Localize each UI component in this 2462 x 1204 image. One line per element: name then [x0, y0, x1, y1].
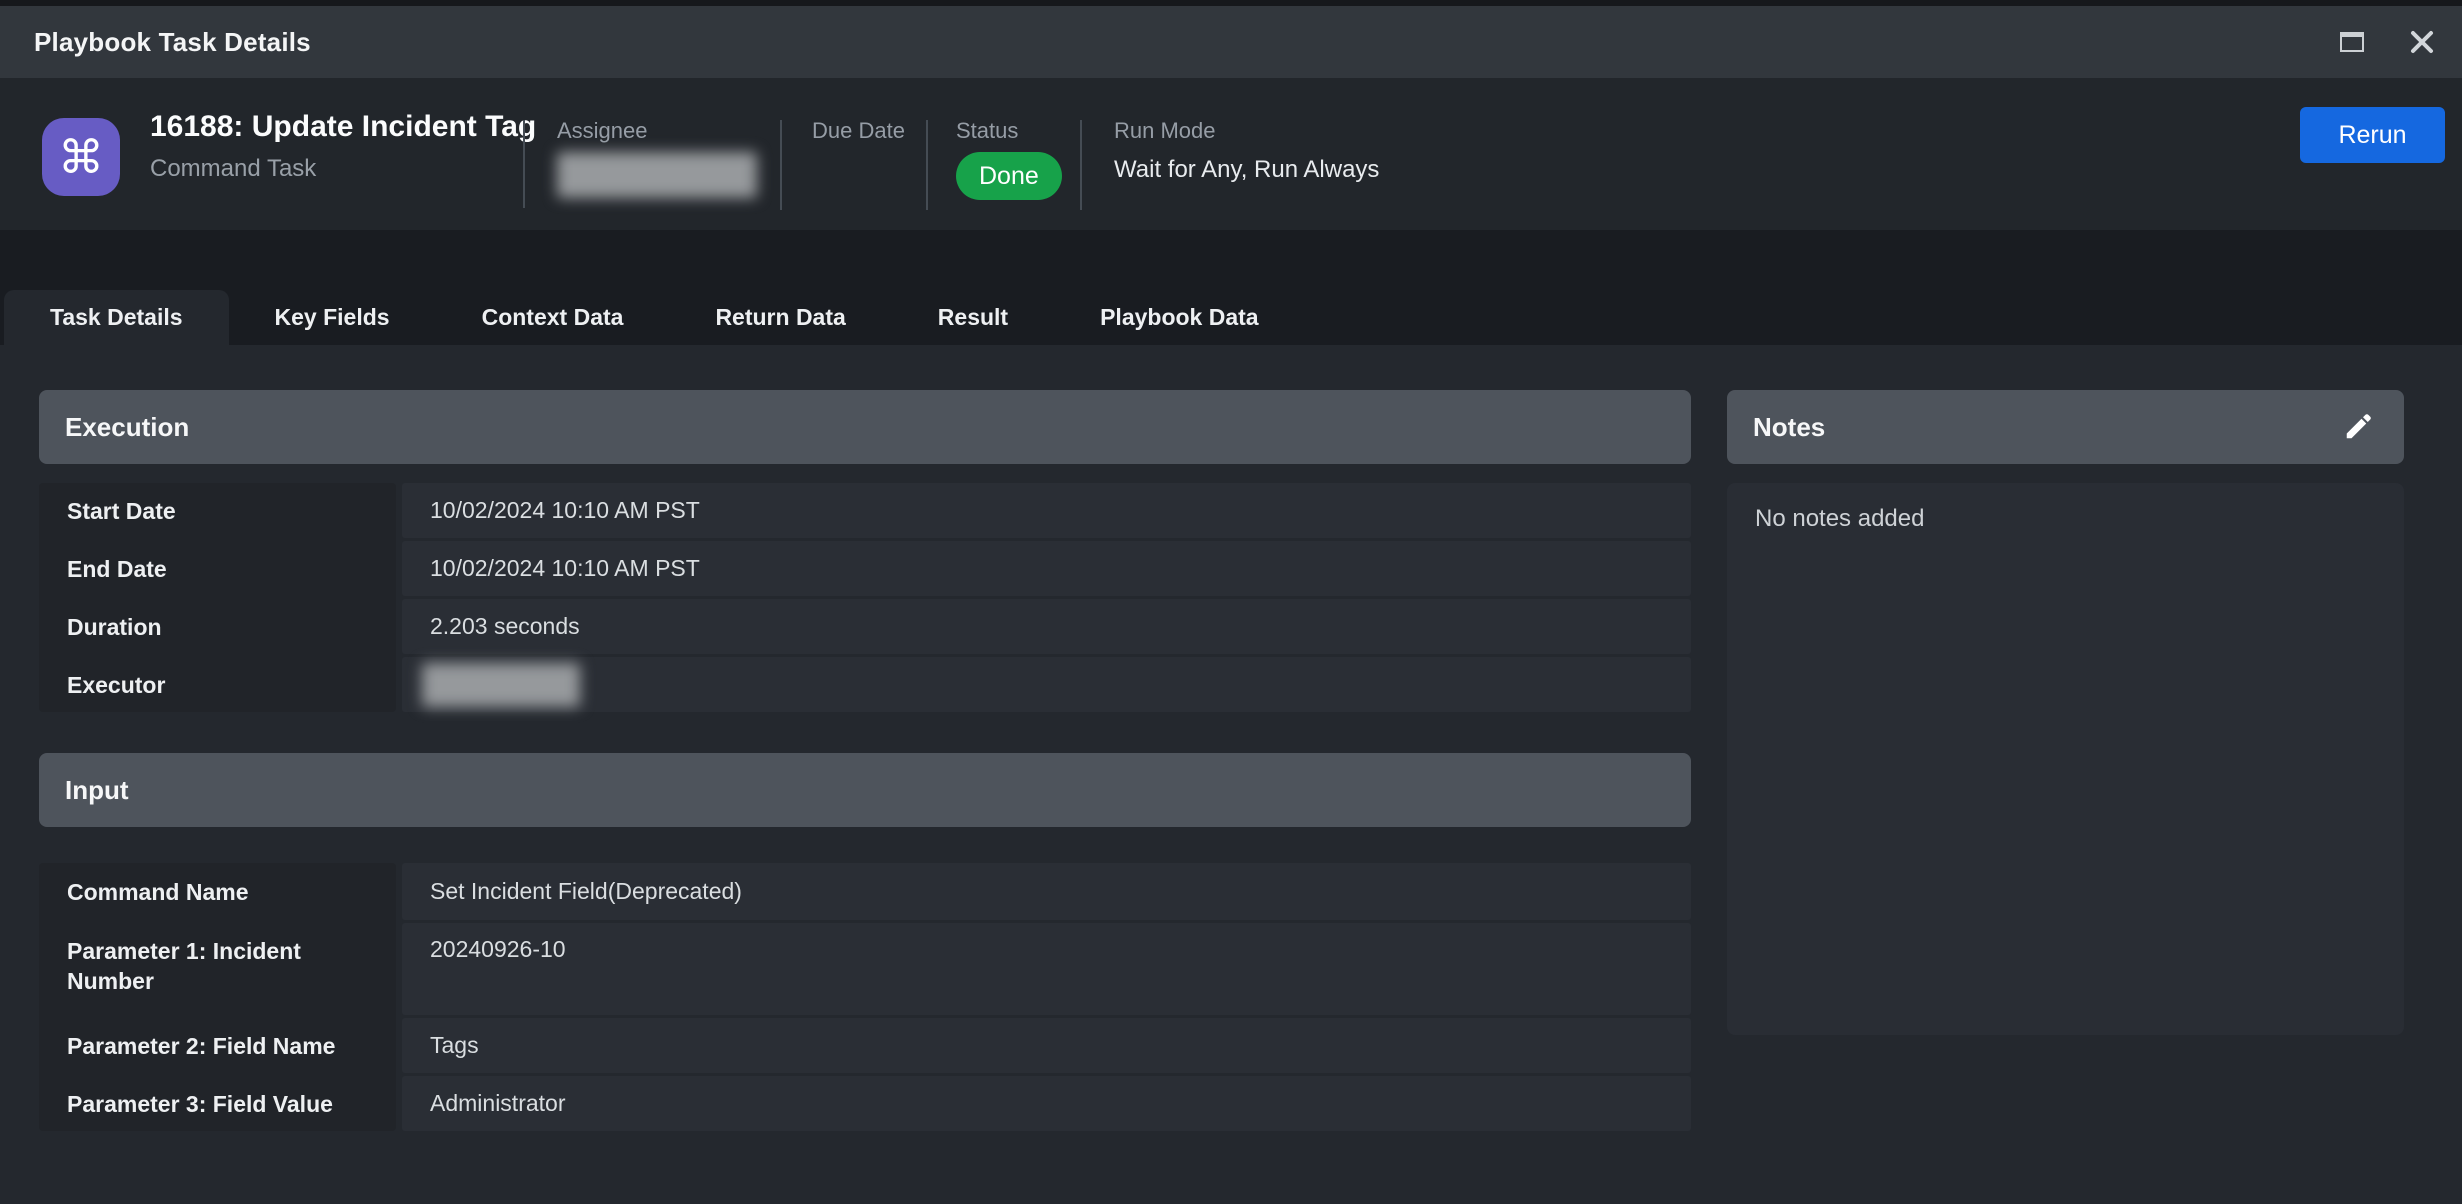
executor-value-redacted	[422, 662, 580, 707]
label-column	[39, 483, 396, 712]
assignee-field: Assignee	[557, 118, 780, 210]
row-value: Administrator	[402, 1076, 1691, 1131]
row-value: 20240926-10	[402, 923, 1691, 1015]
task-header: ⌘ 16188: Update Incident Tag Command Tas…	[0, 78, 2462, 230]
row-label: End Date	[67, 555, 167, 582]
tab-playbook-data[interactable]: Playbook Data	[1100, 304, 1259, 330]
due-date-label: Due Date	[812, 118, 905, 143]
window-title: Playbook Task Details	[34, 26, 311, 57]
row-label: Duration	[67, 613, 162, 640]
status-badge: Done	[956, 152, 1062, 200]
status-label: Status	[956, 118, 1019, 143]
task-details-panel: Execution Start Date 10/02/2024 10:10 AM…	[0, 345, 2462, 1204]
label-column	[39, 863, 396, 1131]
row-label: Parameter 3: Field Value	[67, 1090, 333, 1117]
input-title: Input	[65, 774, 129, 805]
tab-task-details[interactable]: Task Details	[4, 290, 229, 345]
maximize-icon	[2340, 32, 2364, 52]
row-value: Tags	[402, 1018, 1691, 1073]
run-mode-value: Wait for Any, Run Always	[1114, 156, 1380, 183]
input-section-header: Input	[39, 753, 1691, 827]
close-icon	[2411, 31, 2433, 53]
execution-title: Execution	[65, 411, 190, 442]
due-date-field: Due Date	[782, 118, 926, 210]
status-field: Status Done	[928, 118, 1080, 210]
pencil-icon	[2346, 414, 2371, 439]
tab-result[interactable]: Result	[937, 304, 1009, 330]
divider	[926, 120, 928, 210]
row-label: Start Date	[67, 497, 176, 524]
row-value	[402, 657, 1691, 712]
tab-key-fields[interactable]: Key Fields	[274, 304, 390, 330]
execution-section-header: Execution	[39, 390, 1691, 464]
row-label: Parameter 2: Field Name	[67, 1032, 336, 1059]
divider	[1080, 120, 1082, 210]
task-title: 16188: Update Incident Tag	[150, 110, 537, 143]
assignee-label: Assignee	[557, 118, 648, 143]
tab-context-data[interactable]: Context Data	[481, 304, 624, 330]
window-controls	[2330, 6, 2444, 78]
input-table: Command Name Set Incident Field(Deprecat…	[39, 863, 1691, 1131]
row-value: 10/02/2024 10:10 AM PST	[402, 483, 1691, 538]
tab-return-data[interactable]: Return Data	[715, 304, 846, 330]
divider	[523, 120, 525, 208]
notes-empty-text: No notes added	[1755, 505, 1925, 532]
divider	[780, 120, 782, 210]
notes-title: Notes	[1753, 411, 1826, 442]
execution-table: Start Date 10/02/2024 10:10 AM PST End D…	[39, 483, 1691, 712]
notes-section-header: Notes	[1727, 390, 2404, 464]
tab-bar: Task Details Key Fields Context Data Ret…	[0, 230, 2462, 345]
rerun-button[interactable]: Rerun	[2300, 107, 2445, 163]
run-mode-field: Run Mode Wait for Any, Run Always	[1082, 118, 1379, 210]
window-edge	[0, 0, 2462, 6]
row-label: Executor	[67, 671, 166, 698]
row-value: Set Incident Field(Deprecated)	[402, 863, 1691, 920]
maximize-button[interactable]	[2330, 20, 2374, 64]
notes-panel: No notes added	[1727, 483, 2404, 1035]
command-icon: ⌘	[42, 118, 120, 196]
row-label: Parameter 1: Incident Number	[67, 938, 301, 994]
edit-notes-button[interactable]	[2338, 407, 2378, 447]
row-value: 10/02/2024 10:10 AM PST	[402, 541, 1691, 596]
assignee-value-redacted	[557, 152, 757, 198]
close-button[interactable]	[2400, 20, 2444, 64]
row-value: 2.203 seconds	[402, 599, 1691, 654]
titlebar: Playbook Task Details	[0, 6, 2462, 78]
task-type-label: Command Task	[150, 155, 317, 182]
run-mode-label: Run Mode	[1114, 118, 1216, 143]
row-label: Command Name	[67, 878, 249, 905]
